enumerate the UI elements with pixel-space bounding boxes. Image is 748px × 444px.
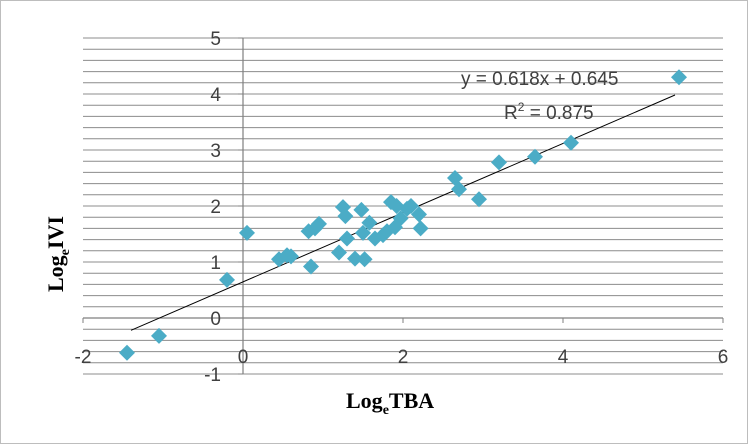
data-point (491, 154, 507, 171)
tick-labels: -2 0 2 4 6 -1 0 1 2 3 4 5 (75, 29, 729, 386)
y-tick-label: 4 (210, 85, 221, 106)
y-tick-label: 0 (210, 309, 221, 330)
x-tick-label: 4 (558, 347, 569, 368)
data-point (219, 271, 235, 288)
x-tick-label: -2 (75, 347, 92, 368)
y-tick-label: 5 (210, 29, 221, 50)
data-point (311, 215, 327, 232)
data-point (411, 206, 427, 223)
data-point (471, 191, 487, 208)
data-point (403, 198, 419, 214)
data-point (361, 214, 378, 231)
data-point (331, 244, 347, 261)
data-point (451, 181, 467, 198)
data-point (412, 220, 429, 237)
data-point (356, 251, 373, 268)
data-point (271, 251, 287, 268)
r-squared-label: R2 = 0.875 (504, 100, 594, 124)
data-point (347, 250, 363, 267)
y-tick-label: 3 (210, 141, 221, 162)
data-point (337, 208, 354, 225)
data-point (671, 69, 687, 86)
x-tick-label: 2 (398, 347, 409, 368)
data-point (283, 248, 299, 265)
data-point (303, 258, 319, 275)
data-point (119, 344, 135, 361)
data-point (563, 134, 579, 151)
trendline-equation: y = 0.618x + 0.645 (461, 69, 618, 90)
axes (82, 37, 724, 375)
data-point (355, 224, 371, 241)
data-point (339, 230, 355, 247)
data-point (151, 327, 167, 344)
x-tick-label: 0 (238, 347, 249, 368)
y-axis-title: LogeIVI (43, 216, 73, 292)
x-tick-label: 6 (718, 347, 729, 368)
data-point (527, 148, 543, 165)
y-tick-label: 1 (210, 253, 221, 274)
y-tick-label: 2 (210, 197, 221, 218)
y-tick-label: -1 (204, 365, 221, 386)
x-axis-title: LogeTBA (346, 388, 434, 418)
data-point (239, 224, 255, 241)
data-point (353, 201, 370, 218)
data-points (119, 69, 687, 361)
